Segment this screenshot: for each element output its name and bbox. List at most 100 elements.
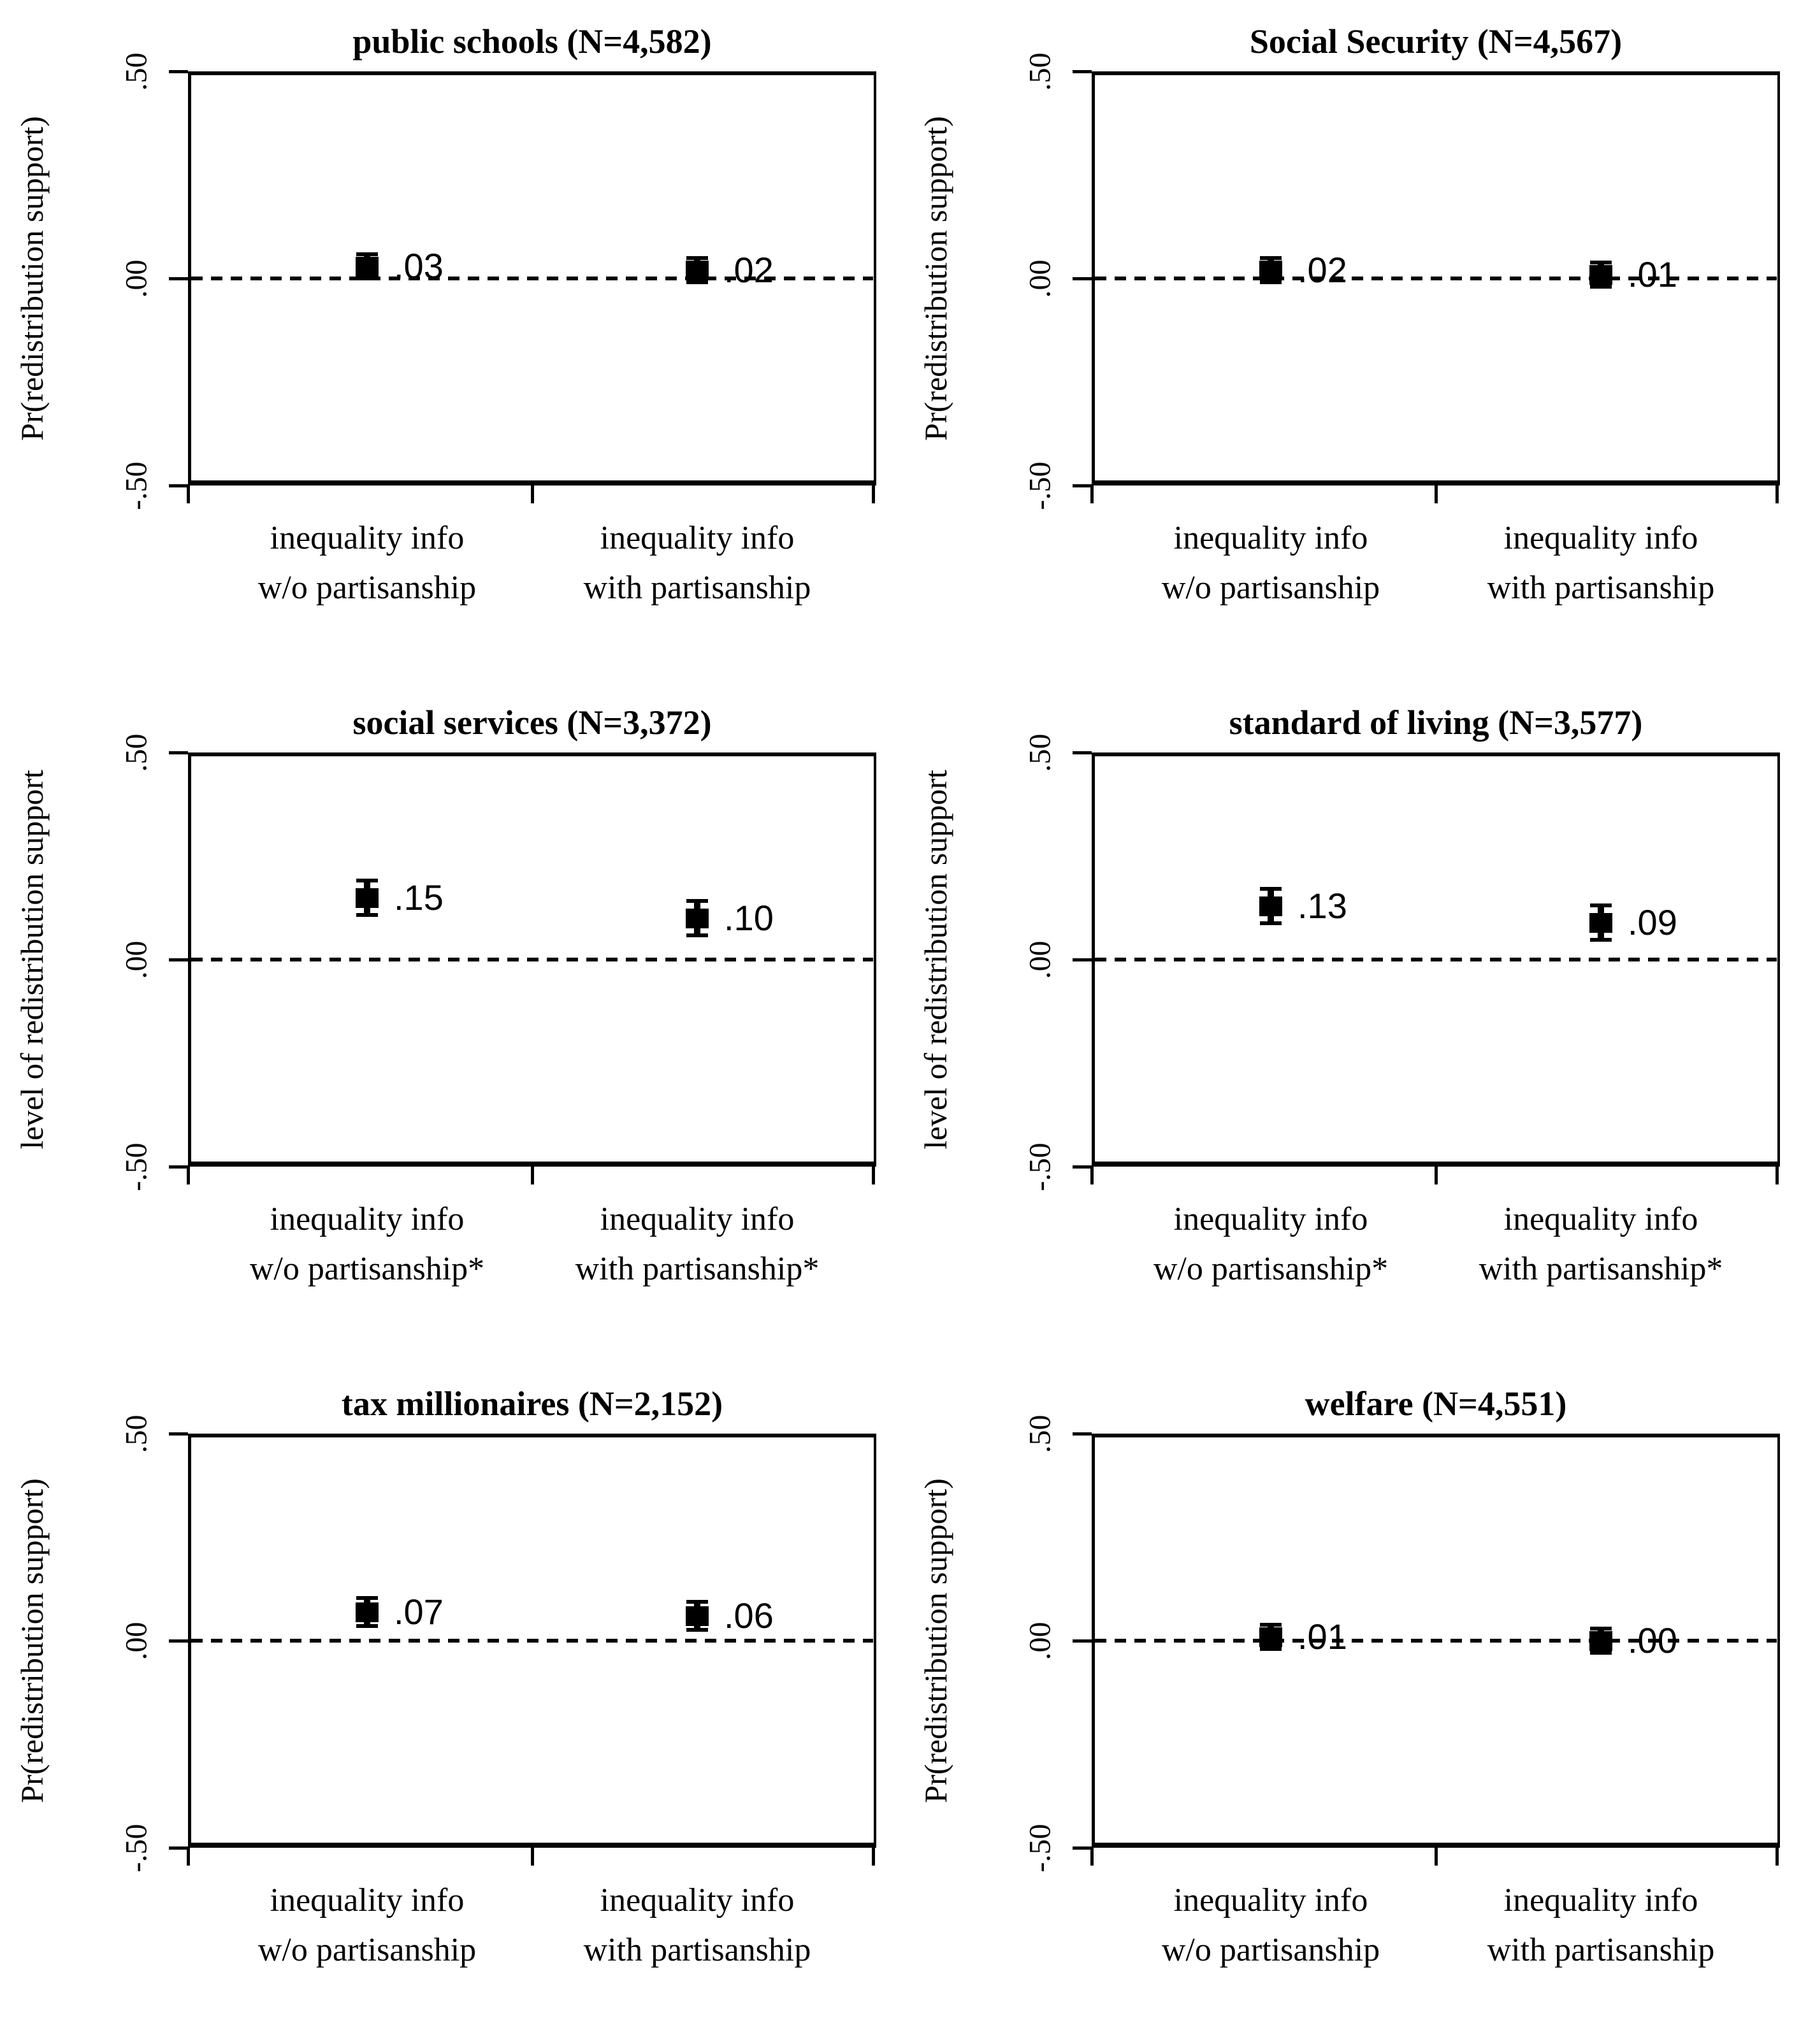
y-axis-title: Pr(redistribution support) <box>906 1434 965 1848</box>
ci-cap-top <box>1590 903 1612 907</box>
panel-title: welfare (N=4,551) <box>1305 1385 1567 1423</box>
zero-reference-line <box>191 277 873 280</box>
y-axis-tick <box>1073 484 1092 487</box>
x-category-line1: inequality info <box>270 1882 465 1918</box>
x-category-line2: w/o partisanship* <box>1153 1251 1389 1287</box>
y-tick-label-text: .00 <box>119 940 154 979</box>
x-category-label: inequality info with partisanship <box>506 1876 888 1975</box>
x-axis-tick <box>1435 1167 1438 1184</box>
ci-cap-bottom <box>1260 1647 1282 1651</box>
y-tick-label: .00 <box>1004 915 1076 1004</box>
y-tick-label: .50 <box>101 708 172 797</box>
ci-cap-top <box>1260 256 1282 260</box>
ci-cap-bottom <box>686 280 708 284</box>
ci-cap-bottom <box>356 1624 378 1628</box>
x-category-label: inequality info with partisanship* <box>506 1195 888 1294</box>
x-category-line2: w/o partisanship* <box>249 1251 485 1287</box>
x-axis-tick <box>1775 486 1779 503</box>
estimate-marker <box>1259 261 1282 280</box>
estimate-value-label: .00 <box>1628 1620 1677 1660</box>
y-tick-label: .00 <box>1004 234 1076 323</box>
y-axis-tick <box>169 751 188 754</box>
zero-reference-line <box>1095 958 1777 961</box>
y-axis-tick <box>169 958 188 961</box>
y-tick-label-text: .50 <box>1023 1414 1057 1453</box>
y-axis-tick <box>1073 277 1092 280</box>
x-category-label: inequality info w/o partisanship <box>1080 514 1462 613</box>
panel-standard-of-living: standard of living (N=3,577) level of red… <box>904 681 1807 1362</box>
y-tick-label-text: .00 <box>119 259 154 298</box>
y-axis-title-text: Pr(redistribution support) <box>918 1478 954 1803</box>
x-category-line1: inequality info <box>1503 520 1698 556</box>
y-tick-label: -.50 <box>1004 441 1076 530</box>
y-axis-title-text: level of redistribution support <box>918 770 954 1149</box>
y-axis-tick <box>1073 1639 1092 1643</box>
y-tick-label-text: .50 <box>119 733 154 772</box>
y-axis-tick <box>1073 70 1092 73</box>
panel-title: social services (N=3,372) <box>352 703 712 742</box>
x-category-line2: with partisanship* <box>575 1251 820 1287</box>
ci-cap-top <box>686 256 708 260</box>
y-tick-label-text: -.50 <box>119 1824 154 1872</box>
ci-cap-bottom <box>1260 280 1282 284</box>
ci-cap-bottom <box>1590 1651 1612 1655</box>
y-axis-title-text: Pr(redistribution support) <box>14 116 50 441</box>
panel-title: standard of living (N=3,577) <box>1229 703 1643 742</box>
x-axis-tick <box>1775 1848 1779 1866</box>
y-tick-label: -.50 <box>101 1803 172 1892</box>
panel-public-schools: public schools (N=4,582) Pr(redistributio… <box>0 0 904 681</box>
y-tick-label: -.50 <box>101 1122 172 1211</box>
estimate-marker <box>686 909 709 928</box>
estimate-marker <box>1589 1631 1612 1651</box>
ci-cap-bottom <box>686 933 708 937</box>
y-tick-label: .50 <box>101 27 172 116</box>
estimate-value-label: .02 <box>1298 250 1347 290</box>
x-category-line1: inequality info <box>270 520 465 556</box>
panel-tax-millionaires: tax millionaires (N=2,152) Pr(redistribut… <box>0 1362 904 2043</box>
ci-cap-top <box>1590 1627 1612 1630</box>
y-tick-label-text: -.50 <box>119 461 154 510</box>
zero-reference-line <box>1095 277 1777 280</box>
y-axis-tick <box>169 1165 188 1169</box>
y-tick-label-text: .00 <box>1023 940 1057 979</box>
x-category-label: inequality info with partisanship <box>506 514 888 613</box>
x-category-line1: inequality info <box>1503 1201 1698 1237</box>
y-tick-label: .50 <box>1004 1389 1076 1478</box>
y-axis-title: Pr(redistribution support) <box>3 1434 61 1848</box>
x-category-label: inequality info w/o partisanship <box>1080 1876 1462 1975</box>
x-category-line2: w/o partisanship <box>257 1932 477 1968</box>
ci-cap-bottom <box>686 1628 708 1632</box>
ci-cap-bottom <box>1260 921 1282 925</box>
x-axis-tick <box>187 486 190 503</box>
x-category-label: inequality info w/o partisanship <box>176 1876 558 1975</box>
estimate-marker <box>1259 896 1282 916</box>
y-axis-tick <box>169 1432 188 1436</box>
ci-cap-top <box>356 879 378 882</box>
y-axis-tick <box>1073 751 1092 754</box>
y-axis-title: Pr(redistribution support) <box>3 71 61 486</box>
x-category-line1: inequality info <box>1173 1882 1368 1918</box>
x-axis-tick <box>1775 1167 1779 1184</box>
ci-cap-bottom <box>1590 938 1612 942</box>
estimate-value-label: .09 <box>1628 902 1677 942</box>
x-category-label: inequality info w/o partisanship* <box>176 1195 558 1294</box>
x-category-line1: inequality info <box>1173 520 1368 556</box>
x-category-line2: with partisanship <box>1487 1932 1715 1968</box>
estimate-value-label: .10 <box>724 898 774 938</box>
panel-title: public schools (N=4,582) <box>352 22 712 61</box>
y-tick-label: .00 <box>1004 1596 1076 1685</box>
ci-cap-top <box>356 1596 378 1600</box>
x-category-line2: w/o partisanship <box>257 570 477 606</box>
y-tick-label-text: .50 <box>1023 733 1057 772</box>
x-category-label: inequality info w/o partisanship <box>176 514 558 613</box>
y-tick-label: .00 <box>101 1596 172 1685</box>
x-axis-tick <box>187 1848 190 1866</box>
estimate-value-label: .07 <box>394 1592 444 1632</box>
y-axis-title-text: level of redistribution support <box>14 770 50 1149</box>
x-axis-tick <box>531 486 534 503</box>
x-category-line2: with partisanship <box>583 570 811 606</box>
x-axis-tick <box>872 1848 875 1866</box>
estimate-value-label: .01 <box>1628 254 1677 294</box>
ci-cap-bottom <box>356 913 378 917</box>
y-tick-label-text: .00 <box>1023 259 1057 298</box>
